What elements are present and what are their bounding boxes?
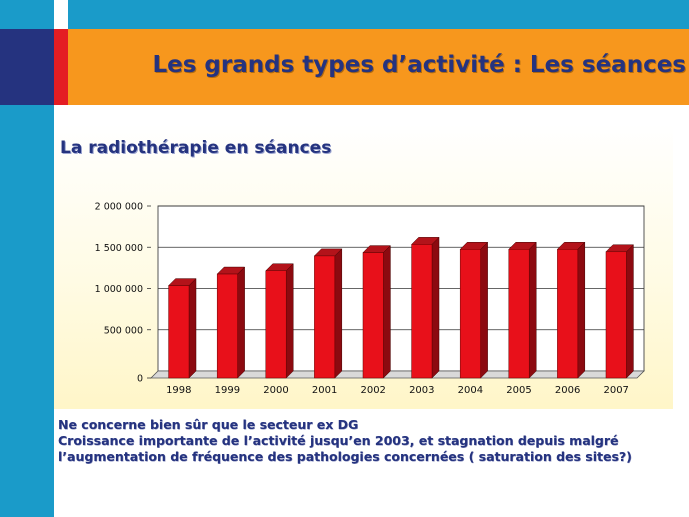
bar xyxy=(314,255,336,379)
x-tick-label: 2003 xyxy=(409,385,434,396)
bar-side xyxy=(528,241,537,379)
bar-side xyxy=(188,277,197,379)
y-tick-label: 0 xyxy=(137,374,143,385)
bar-side xyxy=(383,244,391,379)
x-tick-label: 1998 xyxy=(166,385,191,396)
note-saturation: l’augmentation de fréquence des patholog… xyxy=(58,449,632,464)
note-scope: Ne concerne bien sûr que le secteur ex D… xyxy=(58,417,359,432)
title-band xyxy=(68,29,689,105)
bar-side xyxy=(431,236,440,379)
x-tick-label: 2000 xyxy=(263,385,288,396)
bar xyxy=(265,270,287,379)
bar xyxy=(605,251,627,379)
bar xyxy=(168,285,190,379)
notes: Ne concerne bien sûr que le secteur ex D… xyxy=(58,417,678,465)
bar-chart: 0 500 000 1 000 000 1 500 000 2 000 000 1998 1… xyxy=(95,202,645,396)
chart-panel: La radiothérapie en séances 0 500 000 1 00… xyxy=(54,124,673,409)
bar-side xyxy=(237,266,245,379)
bar-side xyxy=(334,248,343,379)
x-tick-label: 2006 xyxy=(555,385,580,396)
bar xyxy=(459,249,481,379)
y-tick-label: 2 000 000 xyxy=(95,202,143,213)
y-tick-label: 1 500 000 xyxy=(95,243,143,254)
x-tick-label: 2001 xyxy=(312,385,337,396)
x-tick-label: 2007 xyxy=(603,385,628,396)
chart-title: La radiothérapie en séances xyxy=(60,138,332,158)
slide-title: Les grands types d’activité : Les séance… xyxy=(152,52,686,78)
x-tick-label: 1999 xyxy=(215,385,240,396)
bar-side xyxy=(577,241,586,379)
y-tick-label: 1 000 000 xyxy=(95,284,143,295)
bar xyxy=(216,273,238,379)
bar-side xyxy=(626,244,634,379)
bar xyxy=(362,252,384,379)
x-tick-label: 2002 xyxy=(360,385,385,396)
navy-block xyxy=(0,29,54,105)
bar xyxy=(508,249,530,379)
corner-white-block xyxy=(54,0,68,29)
note-growth: Croissance importante de l’activité jusq… xyxy=(58,433,619,448)
y-tick-label: 500 000 xyxy=(104,325,143,336)
x-tick-label: 2005 xyxy=(506,385,531,396)
red-strip xyxy=(54,29,68,105)
bar-side xyxy=(285,263,294,379)
bar xyxy=(557,249,579,379)
x-tick-label: 2004 xyxy=(458,385,483,396)
bar-side xyxy=(480,241,488,379)
top-blue-bar xyxy=(68,0,689,29)
bar xyxy=(411,244,433,379)
